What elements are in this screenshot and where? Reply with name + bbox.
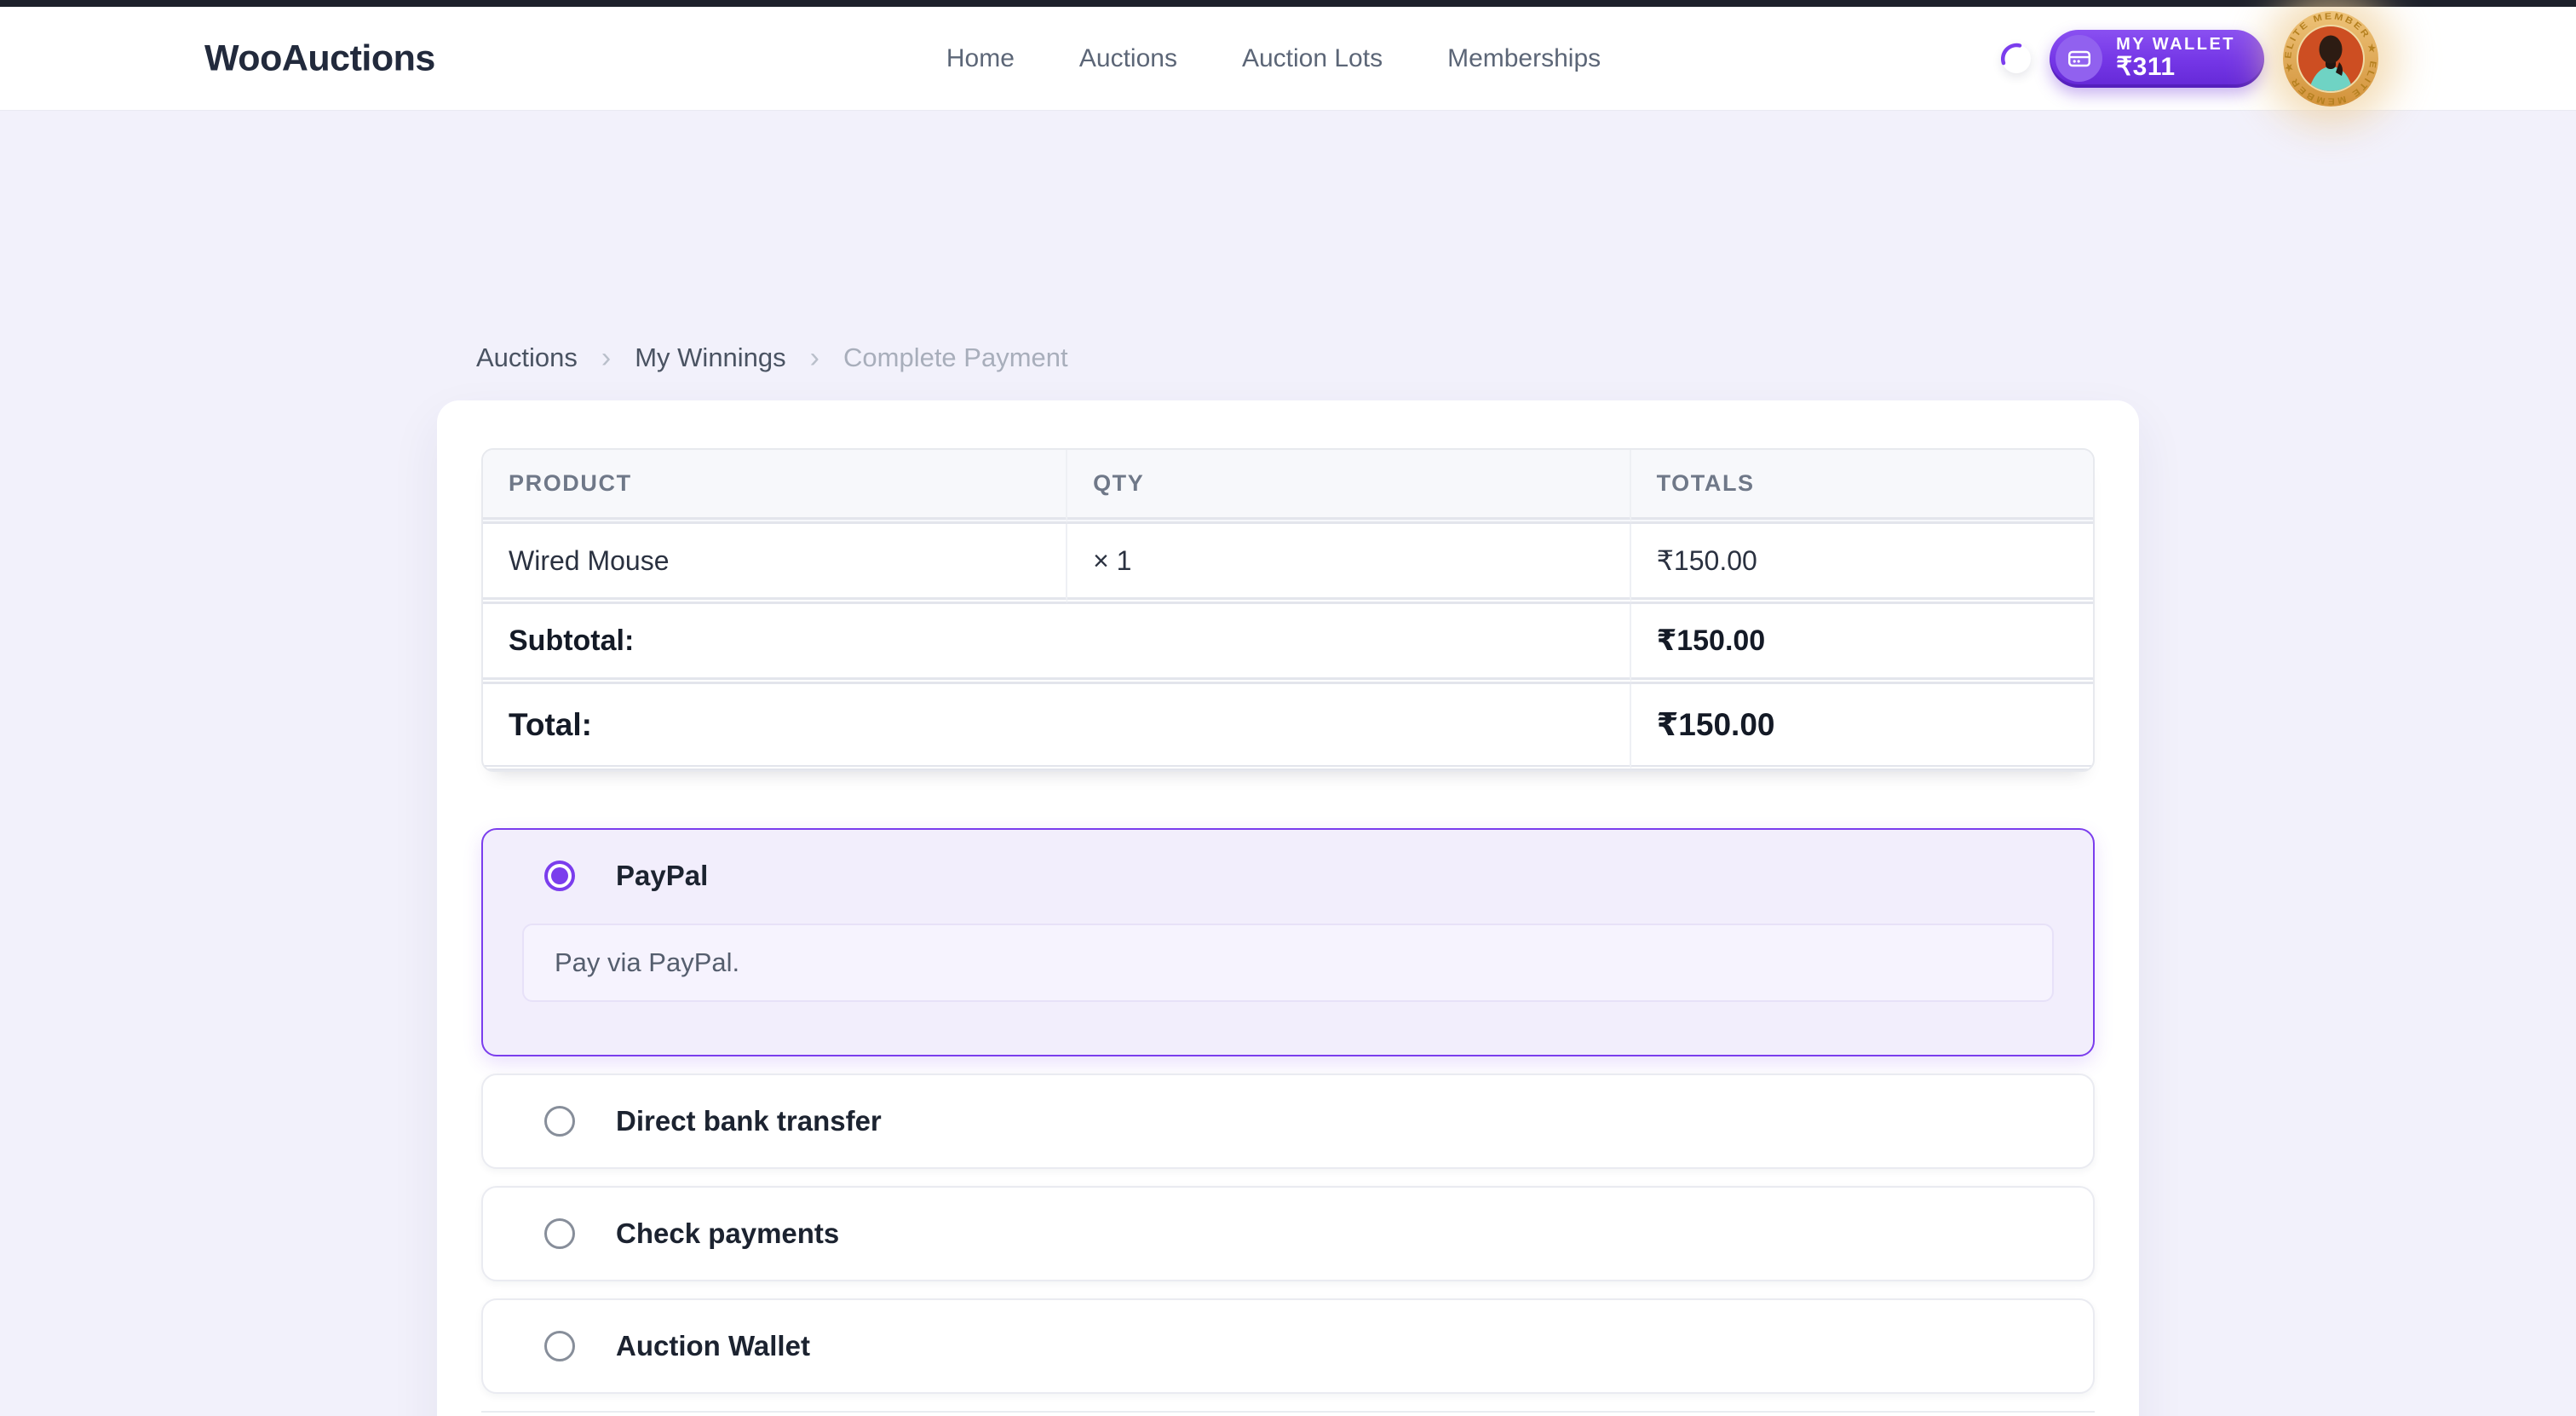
site-logo[interactable]: WooAuctions [204,37,435,78]
wallet-label: MY WALLET [2116,34,2235,54]
wallet-balance: ₹311 [2116,53,2176,82]
column-product: PRODUCT [483,450,1068,524]
bank-transfer-label: Direct bank transfer [616,1105,882,1137]
site-header: WooAuctions Home Auctions Auction Lots M… [0,7,2576,111]
check-payments-label: Check payments [616,1217,840,1249]
avatar-photo [2298,26,2363,91]
chevron-right-icon: › [601,342,612,374]
total-value: ₹150.00 [1630,684,2093,770]
wallet-button[interactable]: MY WALLET ₹311 [2050,29,2264,88]
subtotal-value: ₹150.00 [1630,604,2093,684]
payment-methods-list: PayPal Pay via PayPal. Direct bank trans… [481,828,2095,1394]
payment-section-divider [481,1411,2095,1413]
breadcrumb: Auctions › My Winnings › Complete Paymen… [437,342,2139,373]
top-accent-bar [0,0,2576,7]
breadcrumb-my-winnings[interactable]: My Winnings [635,342,786,372]
auction-wallet-label: Auction Wallet [616,1330,810,1361]
radio-check-payments[interactable] [544,1218,575,1249]
order-review-table: PRODUCT QTY TOTALS Wired Mouse × 1 ₹150.… [481,448,2095,772]
table-header-row: PRODUCT QTY TOTALS [483,450,2093,524]
column-totals: TOTALS [1630,450,2093,524]
radio-paypal[interactable] [544,861,575,891]
main-nav: Home Auctions Auction Lots Memberships [946,44,1601,73]
wallet-text: MY WALLET ₹311 [2116,34,2235,82]
credit-card-icon [2056,35,2103,82]
nav-home[interactable]: Home [946,43,1015,72]
header-right-cluster: MY WALLET ₹311 [2001,10,2378,106]
checkout-page: Auctions › My Winnings › Complete Paymen… [437,342,2139,1416]
payment-option-check-payments[interactable]: Check payments [481,1186,2095,1281]
paypal-option-header[interactable]: PayPal [483,830,2093,922]
nav-auction-lots[interactable]: Auction Lots [1241,43,1383,72]
order-item-row: Wired Mouse × 1 ₹150.00 [483,524,2093,604]
radio-auction-wallet[interactable] [544,1331,575,1361]
subtotal-row: Subtotal: ₹150.00 [483,604,2093,684]
paypal-description-box: Pay via PayPal. [522,924,2054,1002]
loading-spinner-icon [2001,43,2032,73]
subtotal-label: Subtotal: [483,604,1631,684]
payment-option-bank-transfer[interactable]: Direct bank transfer [481,1074,2095,1169]
item-total: ₹150.00 [1630,524,2093,604]
total-row: Total: ₹150.00 [483,684,2093,770]
item-quantity: × 1 [1067,524,1631,604]
item-product-name: Wired Mouse [483,524,1068,604]
checkout-card: PRODUCT QTY TOTALS Wired Mouse × 1 ₹150.… [437,400,2139,1416]
paypal-label: PayPal [616,860,709,891]
breadcrumb-auctions[interactable]: Auctions [476,342,578,372]
payment-option-auction-wallet[interactable]: Auction Wallet [481,1298,2095,1394]
radio-bank-transfer[interactable] [544,1106,575,1137]
nav-auctions[interactable]: Auctions [1078,43,1177,72]
payment-option-paypal[interactable]: PayPal Pay via PayPal. [481,828,2095,1056]
column-qty: QTY [1067,450,1631,524]
breadcrumb-current-page: Complete Payment [843,342,1068,372]
chevron-right-icon: › [809,342,819,374]
paypal-description-text: Pay via PayPal. [555,947,740,977]
nav-memberships[interactable]: Memberships [1447,43,1601,72]
user-avatar[interactable]: ELITE MEMBER ★ ELITE MEMBER ★ [2283,10,2378,106]
total-label: Total: [483,684,1631,770]
